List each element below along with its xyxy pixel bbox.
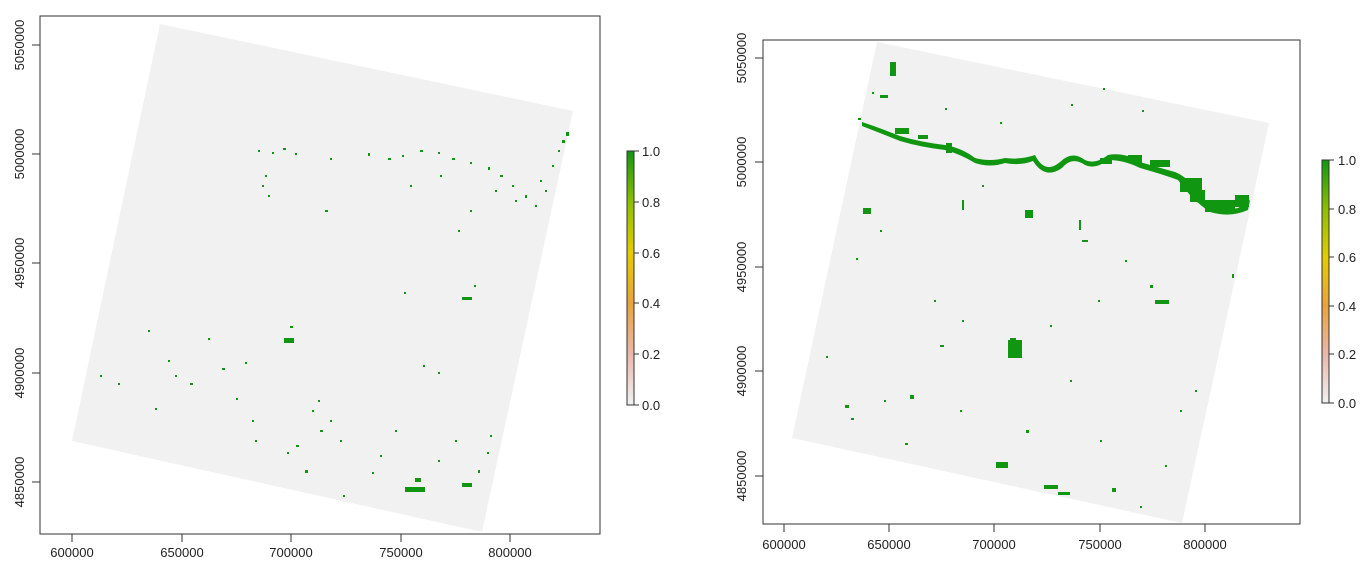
right-y-tick-label: 5050000 — [734, 33, 749, 84]
left-x-tick-label: 800000 — [488, 545, 531, 560]
right-legend-label: 0.2 — [1338, 347, 1356, 362]
left-scene-footprint — [72, 24, 573, 532]
right-x-axis — [783, 523, 1206, 532]
right-legend-label: 0.4 — [1338, 299, 1356, 314]
left-y-axis — [32, 44, 41, 483]
right-y-tick-label: 5000000 — [734, 137, 749, 188]
left-x-axis — [71, 533, 511, 542]
left-legend-label: 1.0 — [642, 144, 660, 159]
left-legend-label: 0.0 — [642, 398, 660, 413]
left-legend-label: 0.2 — [642, 347, 660, 362]
right-x-tick-label: 750000 — [1078, 537, 1121, 552]
right-y-tick-label: 4850000 — [734, 451, 749, 502]
left-x-tick-label: 650000 — [160, 545, 203, 560]
left-legend-label: 0.6 — [642, 246, 660, 261]
right-y-tick-label: 4900000 — [734, 346, 749, 397]
left-detected-pixels — [100, 132, 569, 497]
right-legend-label: 0.0 — [1338, 396, 1356, 411]
left-legend-label: 0.8 — [642, 195, 660, 210]
left-y-tick-label: 5050000 — [12, 20, 27, 71]
left-x-tick-label: 600000 — [50, 545, 93, 560]
left-legend-colorbar — [626, 150, 635, 406]
right-detected-pixels — [826, 62, 1250, 508]
right-x-tick-label: 600000 — [762, 537, 805, 552]
right-x-tick-label: 650000 — [867, 537, 910, 552]
right-legend-label: 1.0 — [1338, 153, 1356, 168]
right-legend-colorbar — [1321, 159, 1330, 404]
left-legend-label: 0.4 — [642, 296, 660, 311]
left-y-tick-label: 5000000 — [12, 129, 27, 180]
left-y-tick-label: 4950000 — [12, 238, 27, 289]
left-y-tick-label: 4900000 — [12, 348, 27, 399]
right-y-axis — [755, 57, 764, 477]
right-x-tick-label: 700000 — [972, 537, 1015, 552]
right-legend-label: 0.6 — [1338, 250, 1356, 265]
right-legend-label: 0.8 — [1338, 202, 1356, 217]
right-x-tick-label: 800000 — [1183, 537, 1226, 552]
left-x-tick-label: 750000 — [379, 545, 422, 560]
right-legend-ticks — [1329, 159, 1334, 404]
left-map-panel: 600000 650000 700000 750000 800000 48500… — [12, 15, 660, 560]
left-y-tick-label: 4850000 — [12, 457, 27, 508]
right-y-tick-label: 4950000 — [734, 242, 749, 293]
right-scene-footprint — [792, 42, 1269, 523]
left-legend-ticks — [634, 150, 639, 406]
right-map-panel: 600000 650000 700000 750000 800000 48500… — [734, 33, 1356, 552]
left-x-tick-label: 700000 — [269, 545, 312, 560]
